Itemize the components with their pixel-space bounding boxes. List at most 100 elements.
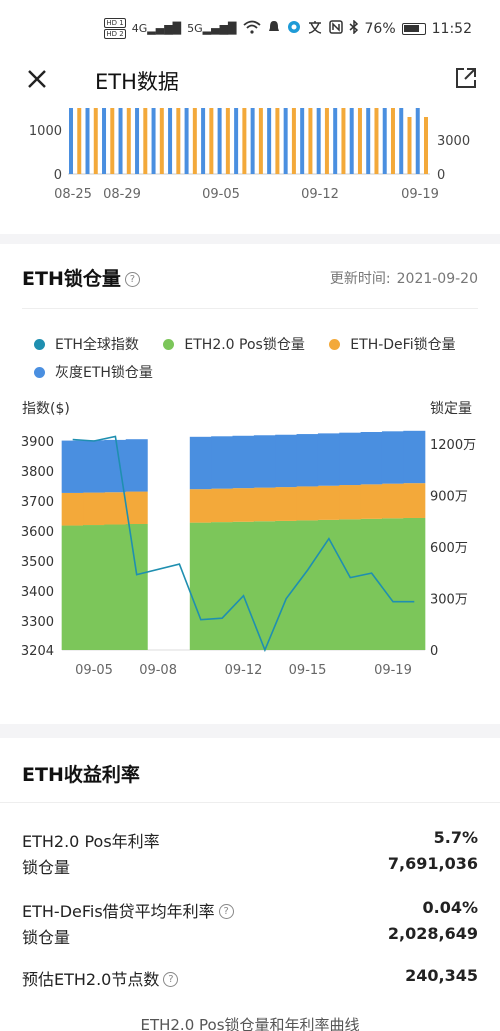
chart-caption: ETH2.0 Pos锁仓量和年利率曲线 bbox=[140, 1016, 360, 1031]
top-chart-bar bbox=[390, 108, 395, 174]
legend-label: ETH2.0 Pos锁仓量 bbox=[184, 337, 305, 353]
top-chart-bar bbox=[168, 108, 173, 174]
stacked-bar-segment bbox=[83, 525, 106, 650]
info-icon[interactable]: ? bbox=[124, 272, 140, 287]
update-time-label: 更新时间: bbox=[329, 271, 391, 287]
legend-item-index[interactable]: ETH全球指数 bbox=[34, 330, 139, 358]
stacked-bar-segment bbox=[339, 519, 362, 650]
top-chart-bar bbox=[69, 108, 73, 174]
top-chart-bar bbox=[118, 108, 123, 174]
legend-label: ETH全球指数 bbox=[55, 337, 139, 353]
chart-legend: ETH全球指数 ETH2.0 Pos锁仓量 ETH-DeFi锁仓量 灰度ETH锁… bbox=[34, 330, 484, 386]
left-axis-tick: 3400 bbox=[21, 585, 54, 600]
close-icon bbox=[28, 70, 46, 88]
top-chart-card: 1000 0 3000 0 08-25 08-29 09-05 09-12 09-19 bbox=[0, 102, 500, 234]
info-icon[interactable]: ? bbox=[218, 904, 234, 919]
yield-title: ETH收益利率 bbox=[22, 764, 140, 786]
stacked-bar-segment bbox=[275, 520, 298, 650]
stacked-bar-segment bbox=[275, 487, 298, 521]
top-chart-bar bbox=[126, 108, 131, 174]
stacked-bar-segment bbox=[232, 488, 255, 522]
right-axis-tick: 300万 bbox=[430, 593, 468, 608]
legend-dot bbox=[163, 338, 175, 350]
section-divider bbox=[0, 234, 500, 244]
top-chart-bar bbox=[341, 108, 346, 174]
top-chart-bar bbox=[234, 108, 239, 174]
left-axis-title: 指数($) bbox=[22, 401, 70, 417]
stacked-bar-segment bbox=[275, 434, 298, 488]
info-icon[interactable]: ? bbox=[163, 972, 179, 987]
stacked-bar-segment bbox=[61, 440, 84, 493]
stacked-bar-segment bbox=[104, 492, 127, 525]
stacked-bar-segment bbox=[125, 439, 148, 492]
signal-4g-icon: 4G▂▄▆█ bbox=[131, 22, 182, 35]
top-chart-bar bbox=[192, 108, 197, 174]
legend-dot bbox=[34, 338, 45, 350]
right-axis-tick: 600万 bbox=[430, 541, 468, 556]
stacked-bar-segment bbox=[381, 483, 404, 519]
stacked-bar-segment bbox=[83, 440, 106, 493]
top-chart-bar bbox=[300, 108, 305, 174]
top-x-tick: 09-19 bbox=[401, 187, 439, 202]
hd-badge-2: HD 2 bbox=[104, 29, 126, 39]
legend-label: 灰度ETH锁仓量 bbox=[55, 365, 153, 381]
legend-item-defi[interactable]: ETH-DeFi锁仓量 bbox=[329, 330, 456, 358]
battery-percent: 76% bbox=[364, 20, 396, 37]
stacked-bar-segment bbox=[61, 525, 84, 650]
top-chart-bar bbox=[201, 108, 206, 174]
close-button[interactable] bbox=[22, 64, 52, 94]
wifi-icon bbox=[242, 20, 261, 38]
top-chart-bar bbox=[333, 108, 338, 174]
top-chart-bar bbox=[93, 108, 98, 174]
top-chart-bar bbox=[176, 108, 181, 174]
row-value: 240,345 bbox=[405, 966, 478, 985]
top-chart-bar bbox=[159, 108, 164, 174]
x-axis-tick: 09-15 bbox=[289, 663, 327, 678]
top-chart-bar bbox=[366, 108, 371, 174]
stacked-bar-segment bbox=[317, 485, 340, 520]
stacked-bar-segment bbox=[253, 435, 276, 488]
top-chart-bar bbox=[275, 108, 280, 174]
stacked-bar-segment bbox=[360, 484, 383, 519]
stacked-bar-segment bbox=[189, 522, 212, 650]
share-button[interactable] bbox=[454, 66, 480, 92]
stacked-bar-segment bbox=[189, 436, 212, 490]
row-value: 5.7% bbox=[433, 828, 478, 847]
legend-item-grayscale[interactable]: 灰度ETH锁仓量 bbox=[34, 358, 153, 386]
stacked-bar-segment bbox=[381, 518, 404, 650]
top-chart-bar bbox=[291, 108, 296, 174]
top-x-tick: 08-25 bbox=[54, 187, 92, 202]
stacked-bar-segment bbox=[403, 430, 426, 484]
stacked-bar-segment bbox=[253, 521, 276, 650]
stacked-bar-segment bbox=[211, 522, 234, 650]
top-chart-bar bbox=[415, 108, 420, 174]
stacked-bar-segment bbox=[339, 485, 362, 520]
battery-icon bbox=[401, 22, 426, 35]
top-chart-bar bbox=[110, 108, 115, 174]
top-chart-bar bbox=[316, 108, 321, 174]
stacked-bar-segment bbox=[403, 517, 426, 650]
row-value: 2,028,649 bbox=[387, 924, 478, 943]
left-axis-tick: 3204 bbox=[21, 644, 54, 659]
left-axis-tick: 3800 bbox=[21, 465, 54, 480]
top-chart-bar bbox=[324, 108, 329, 174]
stacked-bar-segment bbox=[104, 439, 127, 493]
stacked-bar-segment bbox=[125, 491, 148, 525]
top-chart-bar bbox=[77, 108, 82, 174]
stacked-bar-segment bbox=[232, 521, 255, 650]
legend-item-pos[interactable]: ETH2.0 Pos锁仓量 bbox=[163, 330, 305, 358]
header-divider bbox=[22, 308, 478, 309]
top-chart-bar bbox=[102, 108, 107, 174]
stacked-bar-segment bbox=[125, 524, 148, 650]
top-x-tick: 09-05 bbox=[202, 187, 240, 202]
lockup-chart[interactable]: 3900 3800 3700 3600 3500 3400 3300 3204 1200万 900… bbox=[0, 424, 500, 694]
signal-5g-icon: 5G▂▄▆█ bbox=[187, 22, 237, 35]
top-left-tick: 0 bbox=[54, 168, 62, 183]
clock: 11:52 bbox=[431, 20, 472, 37]
stacked-bar-segment bbox=[253, 487, 276, 522]
top-chart-bar bbox=[374, 108, 379, 174]
top-chart: 1000 0 3000 0 08-25 08-29 09-05 09-12 09-19 bbox=[29, 108, 470, 202]
stacked-bar-segment bbox=[61, 492, 84, 526]
top-chart-bar bbox=[151, 108, 156, 174]
stacked-bar-segment bbox=[381, 431, 404, 484]
